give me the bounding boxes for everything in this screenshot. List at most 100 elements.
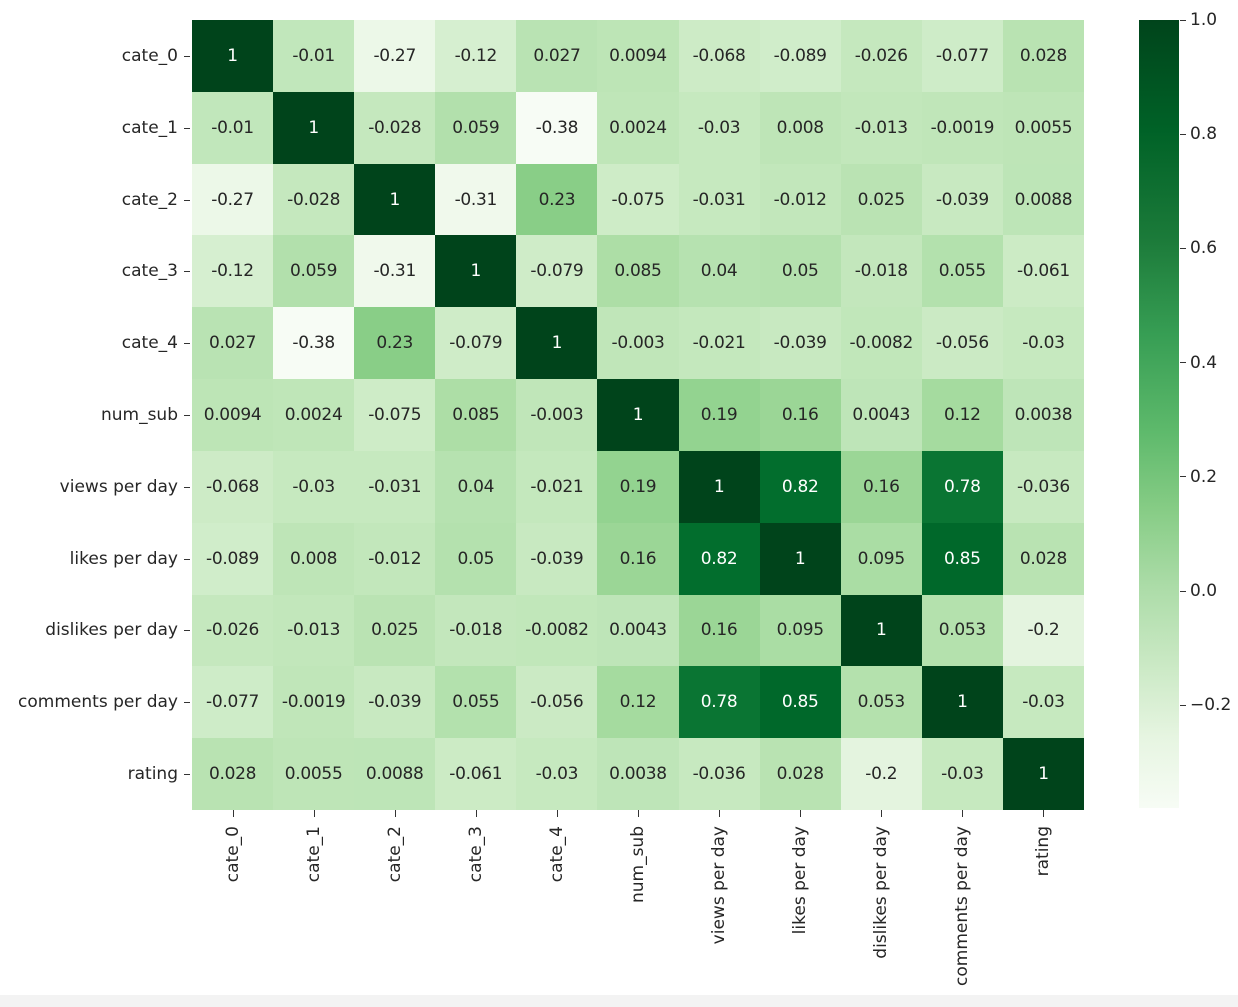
x-tick-label: cate_3: [465, 826, 486, 883]
y-tick-label: cate_0: [0, 20, 192, 92]
heatmap-cell: -0.2: [840, 738, 922, 810]
heatmap-cell: 0.028: [192, 738, 274, 810]
y-tick-label: dislikes per day: [0, 595, 192, 667]
x-tick-label: cate_4: [546, 826, 567, 883]
heatmap-cell: -0.01: [273, 20, 355, 92]
x-tick: comments per day: [922, 810, 1003, 1007]
x-axis-labels: cate_0 cate_1 cate_2 cate_3 cate_4 num_sub vie…: [192, 810, 1084, 1007]
heatmap-cell: 0.19: [597, 450, 679, 523]
heatmap-cell: -0.0082: [840, 307, 922, 380]
heatmap-cell: 0.028: [759, 738, 841, 810]
heatmap-cell: -0.028: [354, 91, 436, 164]
heatmap-cell: 0.0055: [273, 738, 355, 810]
heatmap-cell: 1: [435, 235, 517, 308]
heatmap-cell: 0.04: [678, 235, 760, 308]
heatmap-cell: -0.021: [678, 307, 760, 380]
heatmap-cell: 0.028: [1002, 20, 1084, 92]
x-tick: likes per day: [760, 810, 841, 1007]
x-tick: dislikes per day: [841, 810, 922, 1007]
heatmap-cell: -0.021: [516, 450, 598, 523]
heatmap-cell: -0.028: [273, 163, 355, 236]
heatmap-cell: 0.0088: [354, 738, 436, 810]
y-tick-label: cate_1: [0, 92, 192, 164]
heatmap-cell: -0.03: [678, 91, 760, 164]
heatmap-cell: -0.056: [921, 307, 1003, 380]
x-tick-label: cate_2: [384, 826, 405, 883]
heatmap-cell: 0.059: [435, 91, 517, 164]
heatmap-cell: 0.0088: [1002, 163, 1084, 236]
heatmap-cell: -0.061: [435, 738, 517, 810]
x-tick-label: cate_0: [222, 826, 243, 883]
heatmap-cell: 0.16: [840, 450, 922, 523]
x-tick: cate_1: [273, 810, 354, 1007]
heatmap-cell: -0.27: [192, 163, 274, 236]
heatmap-cell: 0.025: [354, 594, 436, 667]
heatmap-cell: 0.19: [678, 379, 760, 451]
y-tick-label: cate_2: [0, 164, 192, 236]
heatmap-cell: -0.03: [921, 738, 1003, 810]
heatmap-cell: 0.095: [759, 594, 841, 667]
heatmap-cell: -0.031: [354, 450, 436, 523]
colorbar-tick-label: 1.0: [1180, 10, 1217, 30]
heatmap-cell: -0.003: [597, 307, 679, 380]
heatmap-cell: -0.036: [1002, 450, 1084, 523]
heatmap-cell: -0.075: [597, 163, 679, 236]
heatmap-cell: 1: [678, 450, 760, 523]
heatmap-cell: -0.31: [435, 163, 517, 236]
heatmap-cell: 0.23: [354, 307, 436, 380]
x-tick: num_sub: [597, 810, 678, 1007]
y-tick-label: comments per day: [0, 666, 192, 738]
x-tick-label: cate_1: [303, 826, 324, 883]
heatmap-cell: 0.85: [759, 666, 841, 739]
heatmap-cell: -0.031: [678, 163, 760, 236]
heatmap-cell: -0.026: [192, 594, 274, 667]
x-tick: cate_3: [435, 810, 516, 1007]
colorbar-tick-label: −0.2: [1180, 695, 1231, 715]
heatmap-cell: 1: [273, 91, 355, 164]
x-tick: rating: [1003, 810, 1084, 1007]
heatmap-cell: 0.85: [921, 522, 1003, 595]
heatmap-cell: 0.78: [921, 450, 1003, 523]
heatmap-cell: -0.003: [516, 379, 598, 451]
heatmap-cell: -0.018: [435, 594, 517, 667]
heatmap-cell: -0.12: [435, 20, 517, 92]
y-tick-label: cate_3: [0, 235, 192, 307]
colorbar-tick-label: 0.2: [1180, 467, 1217, 487]
heatmap-cell: 0.095: [840, 522, 922, 595]
colorbar-tick-label: 0.4: [1180, 353, 1217, 373]
heatmap-cell: -0.0019: [921, 91, 1003, 164]
heatmap-cell: 1: [840, 594, 922, 667]
heatmap-cell: 0.008: [273, 522, 355, 595]
x-tick-label: rating: [1033, 826, 1054, 877]
heatmap-cell: 0.23: [516, 163, 598, 236]
heatmap-cell: 1: [597, 379, 679, 451]
heatmap-cell: 1: [1002, 738, 1084, 810]
heatmap-cell: -0.013: [840, 91, 922, 164]
heatmap-cell: 0.055: [921, 235, 1003, 308]
heatmap-cell: 1: [921, 666, 1003, 739]
x-tick: cate_4: [516, 810, 597, 1007]
x-tick: views per day: [679, 810, 760, 1007]
heatmap-cell: -0.026: [840, 20, 922, 92]
heatmap-cell: -0.012: [354, 522, 436, 595]
heatmap-cell: -0.0019: [273, 666, 355, 739]
heatmap-cell: -0.079: [516, 235, 598, 308]
heatmap-cell: 0.05: [435, 522, 517, 595]
y-tick-label: views per day: [0, 451, 192, 523]
heatmap-cell: -0.039: [516, 522, 598, 595]
y-tick-label: likes per day: [0, 523, 192, 595]
heatmap-cell: -0.03: [1002, 307, 1084, 380]
heatmap-grid: 1 -0.01 -0.27 -0.12 0.027 0.0094 -0.068 -0.089-…: [192, 20, 1084, 810]
x-tick-label: likes per day: [790, 826, 811, 935]
x-tick: cate_2: [354, 810, 435, 1007]
heatmap-cell: -0.31: [354, 235, 436, 308]
heatmap-cell: -0.03: [273, 450, 355, 523]
heatmap-cell: 0.027: [516, 20, 598, 92]
heatmap-cell: -0.27: [354, 20, 436, 92]
heatmap-cell: 0.16: [678, 594, 760, 667]
heatmap-cell: -0.012: [759, 163, 841, 236]
heatmap-cell: -0.2: [1002, 594, 1084, 667]
colorbar: [1139, 20, 1179, 808]
heatmap-cell: -0.38: [273, 307, 355, 380]
heatmap-cell: 1: [516, 307, 598, 380]
